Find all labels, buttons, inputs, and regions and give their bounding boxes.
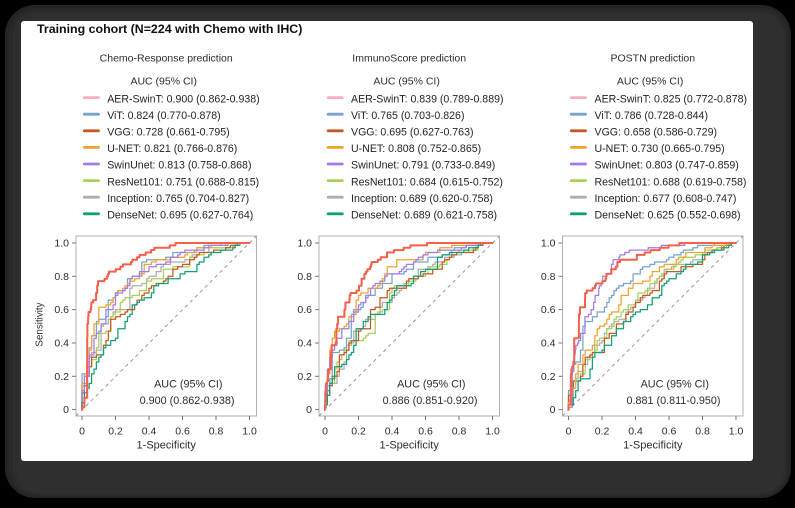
svg-text:ResNet101: 0.751 (0.688-0.815): ResNet101: 0.751 (0.688-0.815) [107, 176, 259, 188]
svg-text:0.4: 0.4 [385, 426, 400, 438]
svg-text:0.8: 0.8 [54, 271, 69, 283]
svg-text:VGG: 0.658 (0.586-0.729): VGG: 0.658 (0.586-0.729) [595, 127, 718, 139]
svg-text:AER-SwinT: 0.839 (0.789-0.889): AER-SwinT: 0.839 (0.789-0.889) [351, 93, 504, 105]
svg-text:SwinUnet: 0.791 (0.733-0.849): SwinUnet: 0.791 (0.733-0.849) [351, 160, 495, 172]
svg-text:0.2: 0.2 [595, 426, 610, 438]
svg-text:U-NET: 0.821 (0.766-0.876): U-NET: 0.821 (0.766-0.876) [107, 143, 237, 155]
svg-text:1.0: 1.0 [242, 426, 257, 438]
svg-text:0.4: 0.4 [628, 426, 643, 438]
svg-text:0.8: 0.8 [695, 426, 710, 438]
svg-text:U-NET: 0.730 (0.665-0.795): U-NET: 0.730 (0.665-0.795) [595, 143, 725, 155]
svg-text:0: 0 [306, 404, 312, 416]
svg-text:0: 0 [79, 426, 85, 438]
svg-text:1-Specificity: 1-Specificity [137, 440, 197, 452]
svg-text:0.8: 0.8 [297, 271, 312, 283]
svg-text:0.4: 0.4 [142, 426, 157, 438]
svg-text:AER-SwinT: 0.900 (0.862-0.938): AER-SwinT: 0.900 (0.862-0.938) [107, 93, 260, 105]
svg-text:0.6: 0.6 [418, 426, 433, 438]
svg-text:1.0: 1.0 [541, 238, 556, 250]
svg-text:Sensitivity: Sensitivity [35, 302, 46, 346]
svg-text:ViT: 0.824 (0.770-0.878): ViT: 0.824 (0.770-0.878) [107, 110, 220, 122]
svg-text:AUC (95% CI): AUC (95% CI) [641, 378, 709, 390]
svg-text:0.2: 0.2 [541, 371, 556, 383]
svg-text:1-Specificity: 1-Specificity [380, 440, 440, 452]
svg-text:AUC (95% CI): AUC (95% CI) [617, 76, 684, 88]
svg-text:Inception: 0.765 (0.704-0.827): Inception: 0.765 (0.704-0.827) [107, 193, 249, 205]
svg-text:0.8: 0.8 [452, 426, 467, 438]
svg-text:VGG: 0.695 (0.627-0.763): VGG: 0.695 (0.627-0.763) [351, 127, 474, 139]
svg-text:0: 0 [322, 426, 328, 438]
svg-text:0.6: 0.6 [54, 304, 69, 316]
svg-text:0.4: 0.4 [297, 338, 312, 350]
svg-text:U-NET: 0.808 (0.752-0.865): U-NET: 0.808 (0.752-0.865) [351, 143, 481, 155]
svg-text:AER-SwinT: 0.825 (0.772-0.878): AER-SwinT: 0.825 (0.772-0.878) [595, 93, 748, 105]
svg-text:ResNet101: 0.688 (0.619-0.758): ResNet101: 0.688 (0.619-0.758) [595, 176, 747, 188]
svg-text:0.6: 0.6 [662, 426, 677, 438]
svg-text:Inception: 0.677 (0.608-0.747): Inception: 0.677 (0.608-0.747) [595, 193, 737, 205]
svg-text:DenseNet: 0.625 (0.552-0.698): DenseNet: 0.625 (0.552-0.698) [595, 210, 741, 222]
svg-text:SwinUnet: 0.813 (0.758-0.868): SwinUnet: 0.813 (0.758-0.868) [107, 160, 251, 172]
svg-text:1.0: 1.0 [54, 238, 69, 250]
svg-text:0.4: 0.4 [541, 338, 556, 350]
svg-text:Training cohort (N=224 with Ch: Training cohort (N=224 with Chemo with I… [37, 22, 302, 36]
svg-text:DenseNet: 0.689 (0.621-0.758): DenseNet: 0.689 (0.621-0.758) [351, 210, 497, 222]
svg-text:1.0: 1.0 [297, 238, 312, 250]
svg-text:0: 0 [550, 404, 556, 416]
svg-text:ViT: 0.765 (0.703-0.826): ViT: 0.765 (0.703-0.826) [351, 110, 464, 122]
svg-text:ResNet101: 0.684 (0.615-0.752): ResNet101: 0.684 (0.615-0.752) [351, 176, 503, 188]
svg-text:AUC (95% CI): AUC (95% CI) [397, 378, 465, 390]
svg-text:VGG: 0.728 (0.661-0.795): VGG: 0.728 (0.661-0.795) [107, 127, 230, 139]
svg-text:0.886 (0.851-0.920): 0.886 (0.851-0.920) [383, 395, 478, 407]
svg-text:0.8: 0.8 [209, 426, 224, 438]
svg-text:AUC (95% CI): AUC (95% CI) [130, 76, 197, 88]
svg-text:1-Specificity: 1-Specificity [623, 440, 683, 452]
svg-text:0.4: 0.4 [54, 338, 69, 350]
svg-text:DenseNet: 0.695 (0.627-0.764): DenseNet: 0.695 (0.627-0.764) [107, 210, 253, 222]
svg-text:AUC (95% CI): AUC (95% CI) [154, 378, 222, 390]
svg-text:0.900 (0.862-0.938): 0.900 (0.862-0.938) [140, 395, 235, 407]
svg-text:0.6: 0.6 [297, 304, 312, 316]
svg-text:0.2: 0.2 [108, 426, 123, 438]
svg-text:0: 0 [566, 426, 572, 438]
svg-text:ViT: 0.786 (0.728-0.844): ViT: 0.786 (0.728-0.844) [595, 110, 708, 122]
svg-text:SwinUnet: 0.803 (0.747-0.859): SwinUnet: 0.803 (0.747-0.859) [595, 160, 739, 172]
svg-text:0.2: 0.2 [297, 371, 312, 383]
svg-text:ImmunoScore prediction: ImmunoScore prediction [352, 53, 466, 65]
svg-text:0: 0 [63, 404, 69, 416]
svg-text:POSTN prediction: POSTN prediction [610, 53, 695, 65]
svg-text:AUC (95% CI): AUC (95% CI) [373, 76, 440, 88]
svg-text:Chemo-Response prediction: Chemo-Response prediction [100, 53, 233, 65]
svg-text:0.881 (0.811-0.950): 0.881 (0.811-0.950) [626, 395, 720, 407]
svg-text:Inception: 0.689 (0.620-0.758): Inception: 0.689 (0.620-0.758) [351, 193, 493, 205]
svg-text:0.6: 0.6 [175, 426, 190, 438]
svg-text:0.6: 0.6 [541, 304, 556, 316]
svg-text:0.2: 0.2 [54, 371, 69, 383]
svg-text:0.8: 0.8 [541, 271, 556, 283]
svg-text:1.0: 1.0 [729, 426, 744, 438]
svg-text:0.2: 0.2 [351, 426, 366, 438]
svg-text:1.0: 1.0 [485, 426, 500, 438]
